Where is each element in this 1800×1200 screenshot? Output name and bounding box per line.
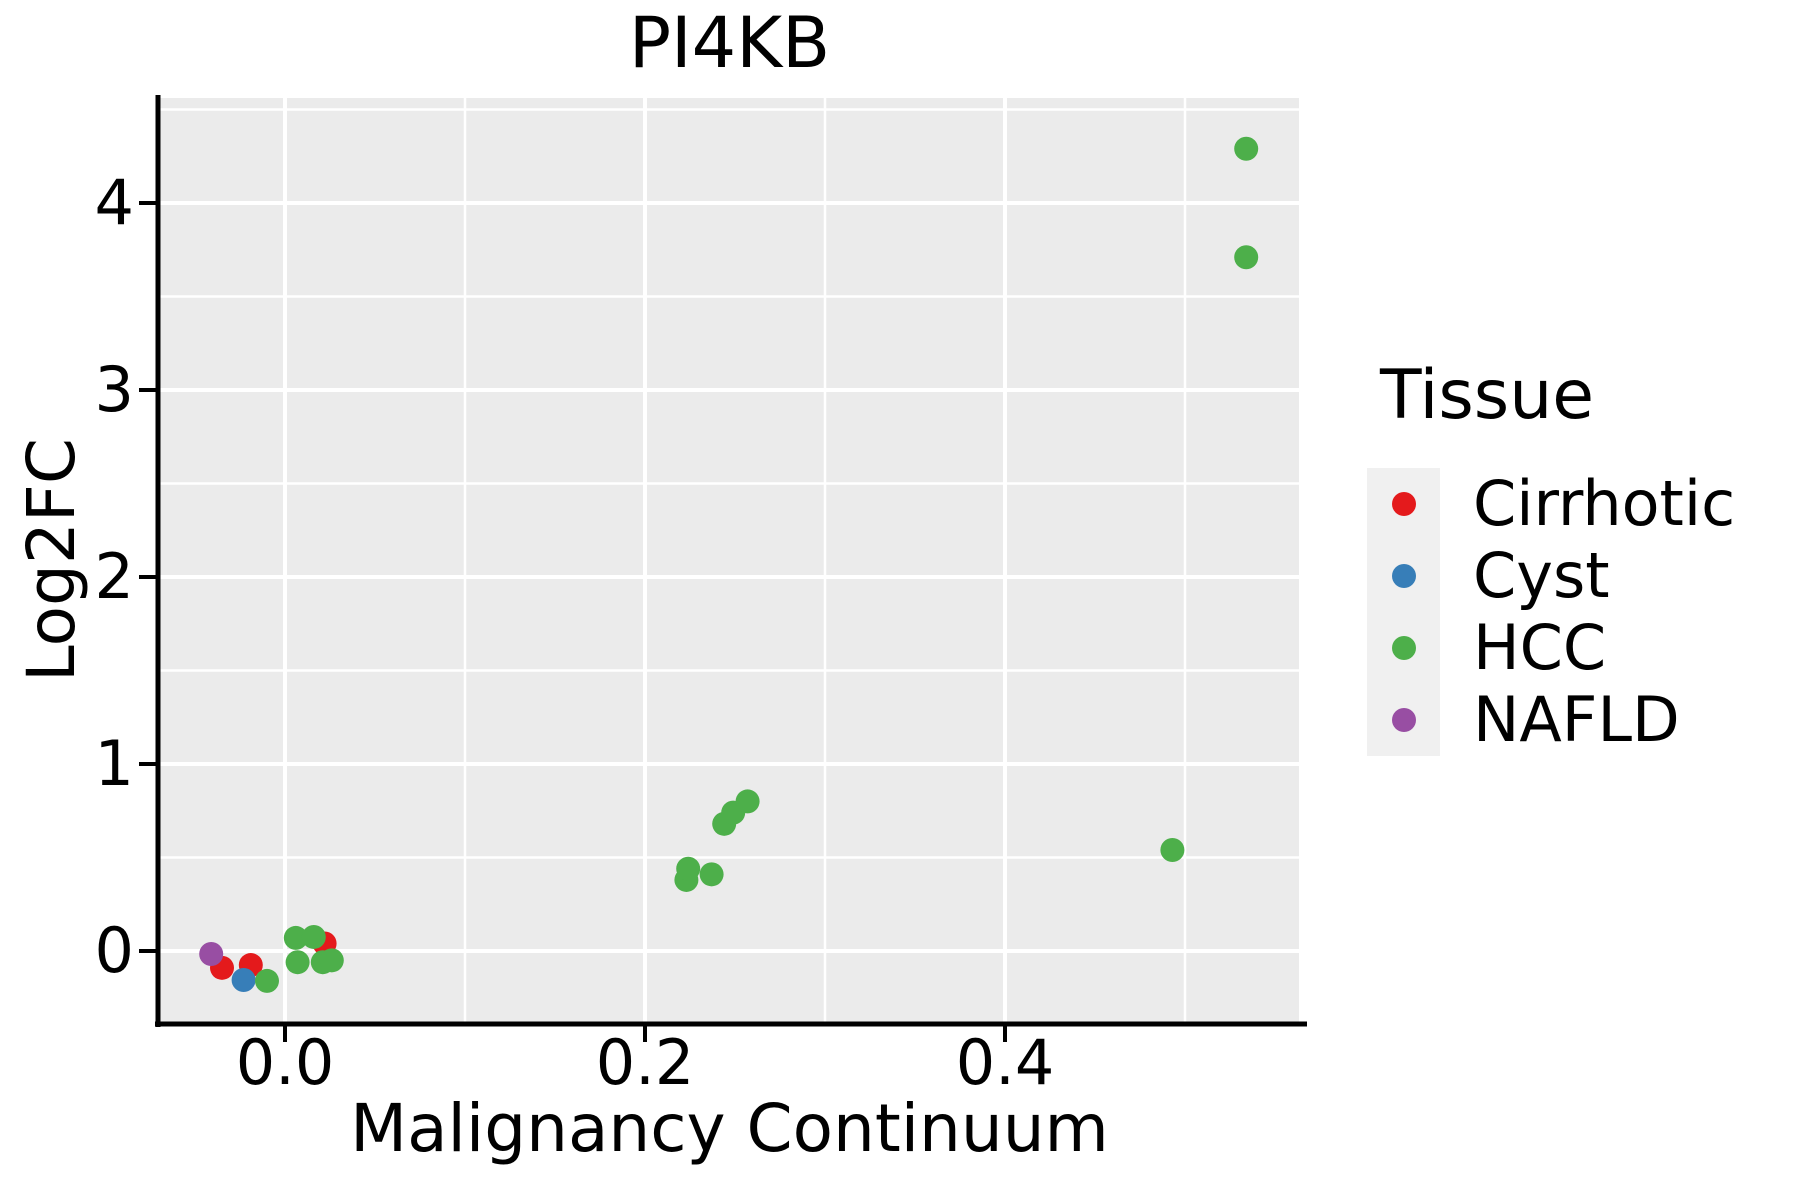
- x-axis-title: Malignancy Continuum: [350, 1090, 1109, 1167]
- legend-item-label: Cyst: [1473, 539, 1610, 612]
- legend-item-label: NAFLD: [1473, 683, 1680, 756]
- legend: Tissue Cirrhotic Cyst HCC NAFLD: [1367, 362, 1735, 756]
- data-point-hcc: [283, 925, 308, 950]
- legend-key-box: [1367, 468, 1440, 540]
- data-point-nafld: [199, 941, 224, 966]
- data-point-hcc: [735, 789, 760, 814]
- legend-dot-icon: [1391, 492, 1416, 516]
- x-tick-label: 0.0: [235, 1026, 335, 1099]
- legend-item-label: HCC: [1473, 611, 1607, 684]
- data-point-cyst: [231, 967, 256, 992]
- y-tick-label: 0: [94, 914, 134, 987]
- legend-dot-icon: [1391, 708, 1416, 732]
- data-point-hcc: [676, 856, 701, 881]
- data-point-hcc: [301, 924, 326, 949]
- legend-title: Tissue: [1380, 356, 1595, 435]
- data-point-hcc: [1234, 245, 1259, 270]
- legend-key-box: [1367, 684, 1440, 756]
- y-tick-label: 4: [94, 166, 134, 239]
- y-tick-label: 1: [94, 727, 134, 800]
- legend-dot-icon: [1391, 564, 1416, 588]
- data-point-hcc: [699, 862, 724, 887]
- data-point-hcc: [285, 950, 310, 975]
- legend-item-label: Cirrhotic: [1473, 467, 1736, 540]
- data-point-hcc: [1234, 136, 1259, 161]
- y-tick-label: 2: [94, 540, 134, 613]
- plot-panel: [160, 98, 1299, 1022]
- legend-key-box: [1367, 540, 1440, 612]
- legend-item-cyst: Cyst: [1367, 540, 1735, 612]
- x-tick-label: 0.2: [595, 1026, 695, 1099]
- legend-item-hcc: HCC: [1367, 612, 1735, 684]
- data-point-hcc: [319, 948, 344, 973]
- y-tick-label: 3: [94, 353, 134, 426]
- chart-title: PI4KB: [628, 2, 831, 84]
- legend-key-box: [1367, 612, 1440, 684]
- data-point-hcc: [255, 968, 279, 993]
- legend-item-nafld: NAFLD: [1367, 684, 1735, 756]
- data-point-hcc: [1160, 838, 1185, 863]
- x-tick-label: 0.4: [955, 1026, 1055, 1099]
- legend-item-cirrhotic: Cirrhotic: [1367, 468, 1735, 540]
- legend-rows: Cirrhotic Cyst HCC NAFLD: [1367, 468, 1735, 756]
- legend-dot-icon: [1391, 636, 1416, 660]
